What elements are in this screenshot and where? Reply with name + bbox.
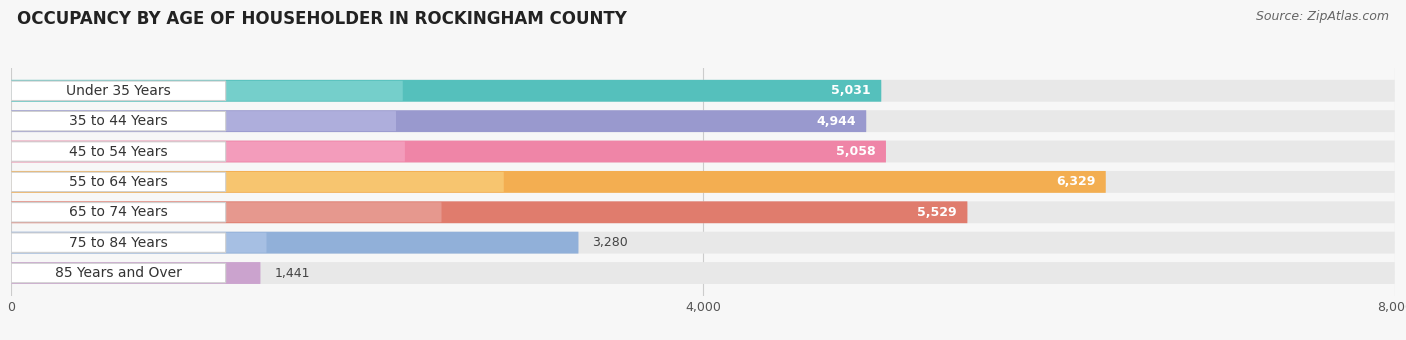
Text: OCCUPANCY BY AGE OF HOUSEHOLDER IN ROCKINGHAM COUNTY: OCCUPANCY BY AGE OF HOUSEHOLDER IN ROCKI… <box>17 10 627 28</box>
FancyBboxPatch shape <box>11 110 1395 132</box>
FancyBboxPatch shape <box>11 233 267 253</box>
FancyBboxPatch shape <box>11 201 1395 223</box>
Text: 6,329: 6,329 <box>1056 175 1095 188</box>
FancyBboxPatch shape <box>11 171 1105 193</box>
Text: 5,058: 5,058 <box>837 145 876 158</box>
FancyBboxPatch shape <box>11 172 226 192</box>
Text: 85 Years and Over: 85 Years and Over <box>55 266 181 280</box>
Text: Source: ZipAtlas.com: Source: ZipAtlas.com <box>1256 10 1389 23</box>
FancyBboxPatch shape <box>11 171 1395 193</box>
Text: 3,280: 3,280 <box>592 236 628 249</box>
Text: 35 to 44 Years: 35 to 44 Years <box>69 114 167 128</box>
FancyBboxPatch shape <box>11 81 226 101</box>
FancyBboxPatch shape <box>11 262 1395 284</box>
Text: 55 to 64 Years: 55 to 64 Years <box>69 175 167 189</box>
Text: 65 to 74 Years: 65 to 74 Years <box>69 205 167 219</box>
FancyBboxPatch shape <box>11 80 882 102</box>
Text: 4,944: 4,944 <box>817 115 856 128</box>
FancyBboxPatch shape <box>11 142 226 161</box>
Text: 75 to 84 Years: 75 to 84 Years <box>69 236 167 250</box>
FancyBboxPatch shape <box>11 233 226 252</box>
FancyBboxPatch shape <box>11 141 886 163</box>
Text: 45 to 54 Years: 45 to 54 Years <box>69 144 167 158</box>
FancyBboxPatch shape <box>11 81 402 101</box>
FancyBboxPatch shape <box>11 111 396 131</box>
FancyBboxPatch shape <box>11 203 226 222</box>
FancyBboxPatch shape <box>11 232 578 254</box>
Text: 5,529: 5,529 <box>918 206 957 219</box>
FancyBboxPatch shape <box>11 80 1395 102</box>
FancyBboxPatch shape <box>11 201 967 223</box>
FancyBboxPatch shape <box>11 262 260 284</box>
FancyBboxPatch shape <box>11 202 441 222</box>
FancyBboxPatch shape <box>11 112 226 131</box>
FancyBboxPatch shape <box>11 263 124 283</box>
FancyBboxPatch shape <box>11 141 1395 163</box>
Text: 1,441: 1,441 <box>274 267 309 279</box>
FancyBboxPatch shape <box>11 172 503 192</box>
FancyBboxPatch shape <box>11 110 866 132</box>
Text: Under 35 Years: Under 35 Years <box>66 84 172 98</box>
FancyBboxPatch shape <box>11 141 405 162</box>
Text: 5,031: 5,031 <box>831 84 870 97</box>
FancyBboxPatch shape <box>11 263 226 283</box>
FancyBboxPatch shape <box>11 232 1395 254</box>
